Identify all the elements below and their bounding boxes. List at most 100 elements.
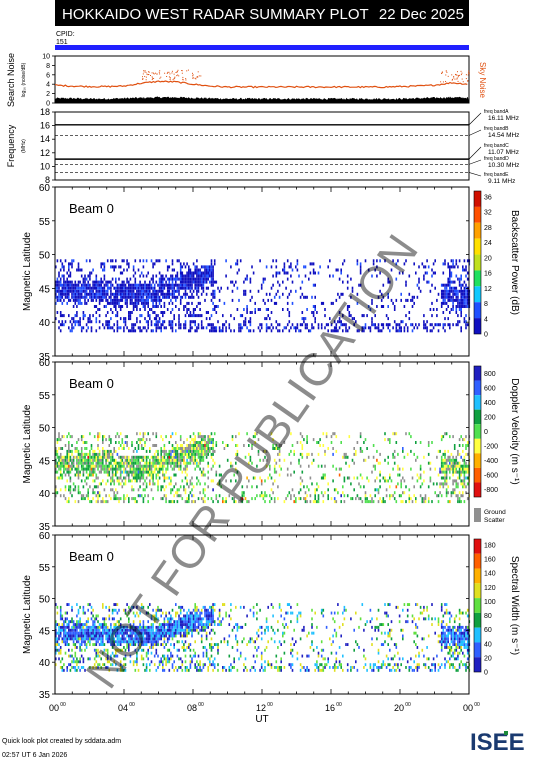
scatter-cell xyxy=(465,295,467,299)
scatter-cell xyxy=(157,666,159,669)
scatter-cell xyxy=(128,611,130,615)
scatter-cell xyxy=(134,500,137,504)
scatter-cell xyxy=(204,500,206,504)
scatter-cell xyxy=(89,657,91,661)
scatter-cell xyxy=(345,461,347,465)
scatter-cell xyxy=(175,625,177,629)
scatter-cell xyxy=(197,608,200,612)
scatter-cell xyxy=(260,494,263,498)
scatter-cell xyxy=(189,277,192,281)
scatter-cell xyxy=(92,280,94,284)
scatter-cell xyxy=(82,625,85,629)
scatter-cell xyxy=(312,305,315,308)
scatter-cell xyxy=(68,488,70,492)
scatter-cell xyxy=(82,637,85,641)
scatter-cell xyxy=(275,301,278,305)
scatter-cell xyxy=(444,432,446,436)
scatter-cell xyxy=(346,308,349,311)
scatter-cell xyxy=(356,292,359,296)
scatter-cell xyxy=(98,470,101,474)
scatter-cell xyxy=(186,455,188,459)
scatter-cell xyxy=(363,314,365,318)
search-noise-series xyxy=(55,96,469,103)
scatter-cell xyxy=(364,491,367,495)
scatter-cell xyxy=(80,628,83,632)
scatter-cell xyxy=(343,494,346,498)
scatter-cell xyxy=(188,308,190,311)
scatter-cell xyxy=(183,308,185,311)
scatter-cell xyxy=(68,452,70,456)
scatter-cell xyxy=(179,323,182,327)
scatter-cell xyxy=(59,611,62,615)
scatter-cell xyxy=(191,620,193,624)
scatter-cell xyxy=(333,329,336,333)
scatter-cell xyxy=(188,271,190,275)
scatter-cell xyxy=(270,286,273,290)
scatter-cell xyxy=(189,320,192,324)
scatter-cell xyxy=(134,461,137,465)
scatter-cell xyxy=(63,637,65,641)
colorbar-tick-label: 0 xyxy=(484,429,488,436)
scatter-cell xyxy=(128,473,130,477)
scatter-cell xyxy=(181,265,184,269)
scatter-cell xyxy=(55,625,57,629)
scatter-cell xyxy=(183,620,185,624)
scatter-cell xyxy=(150,488,153,492)
scatter-cell xyxy=(262,449,265,453)
scatter-cell xyxy=(79,473,81,477)
scatter-cell xyxy=(168,637,171,641)
scatter-cell xyxy=(98,654,101,658)
scatter-cell xyxy=(134,259,137,263)
scatter-cell xyxy=(212,295,214,299)
scatter-cell xyxy=(186,464,188,468)
scatter-cell xyxy=(105,455,107,459)
scatter-cell xyxy=(410,449,412,453)
scatter-cell xyxy=(58,634,60,638)
scatter-cell xyxy=(121,305,124,308)
scatter-cell xyxy=(278,295,281,299)
scatter-cell xyxy=(90,617,93,621)
frequency-ytick-label: 18 xyxy=(40,107,50,117)
scatter-cell xyxy=(139,485,141,489)
scatter-cell xyxy=(179,283,182,287)
scatter-cell xyxy=(173,631,175,635)
scatter-cell xyxy=(389,476,391,480)
scatter-cell xyxy=(80,268,83,272)
sky-noise-dot xyxy=(442,81,444,83)
scatter-cell xyxy=(90,467,93,471)
scatter-cell xyxy=(118,625,120,629)
scatter-cell xyxy=(106,301,109,305)
scatter-cell xyxy=(249,277,252,281)
scatter-cell xyxy=(145,643,148,646)
scatter-cell xyxy=(100,666,102,669)
sky-noise-dot xyxy=(453,75,455,77)
scatter-cell xyxy=(129,479,132,483)
scatter-cell xyxy=(444,295,446,299)
scatter-cell xyxy=(199,314,201,318)
scatter-cell xyxy=(110,467,112,471)
scatter-cell xyxy=(189,444,192,447)
scatter-cell xyxy=(168,476,171,480)
scatter-cell xyxy=(84,634,86,638)
scatter-cell xyxy=(392,432,394,436)
scatter-cell xyxy=(165,435,167,439)
scatter-cell xyxy=(90,625,93,629)
scatter-cell xyxy=(137,283,140,287)
scatter-cell xyxy=(68,268,70,272)
scatter-cell xyxy=(178,648,180,652)
scatter-cell xyxy=(444,476,446,480)
scatter-cell xyxy=(76,283,78,287)
scatter-cell xyxy=(116,314,119,318)
scatter-cell xyxy=(440,435,443,439)
scatter-cell xyxy=(93,464,96,468)
scatter-cell xyxy=(374,479,376,483)
scatter-cell xyxy=(455,323,458,327)
scatter-cell xyxy=(445,494,448,498)
scatter-cell xyxy=(162,663,164,667)
scatter-cell xyxy=(144,283,146,287)
scatter-cell xyxy=(147,311,149,314)
scatter-cell xyxy=(184,660,187,664)
scatter-cell xyxy=(178,455,180,459)
scatter-cell xyxy=(457,277,459,281)
scatter-cell xyxy=(97,308,99,311)
